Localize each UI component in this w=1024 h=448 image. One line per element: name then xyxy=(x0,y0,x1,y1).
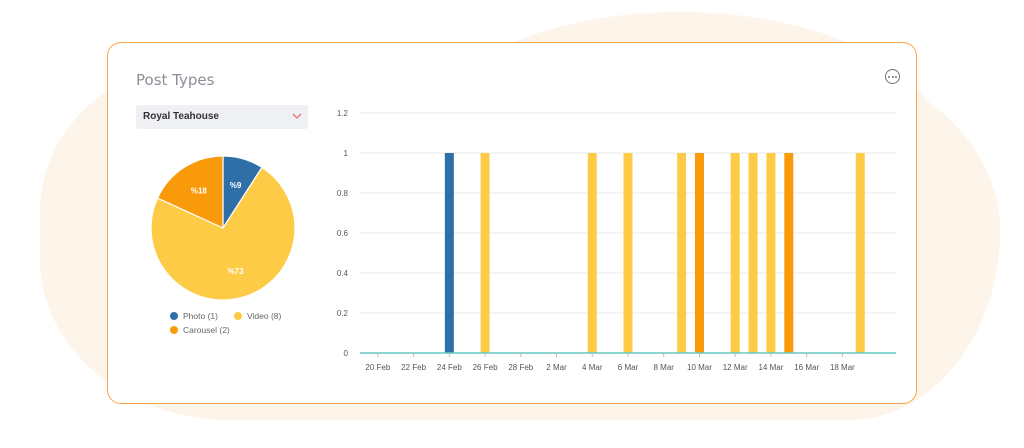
bar-chart: 0 0.2 0.4 0.6 0.8 1 1.2 20 Feb 22 Feb 24 Feb 26 Fe… xyxy=(328,101,898,386)
x-tick-label: 12 Mar xyxy=(723,363,748,372)
y-tick-label: 0.6 xyxy=(337,229,349,238)
x-tick-label: 20 Feb xyxy=(365,363,390,372)
legend-item-photo[interactable]: Photo (1) xyxy=(170,311,218,321)
y-tick-label: 0.4 xyxy=(337,269,349,278)
bar-video[interactable] xyxy=(480,153,490,353)
card-title: Post Types xyxy=(136,71,215,89)
x-tick-label: 16 Mar xyxy=(794,363,819,372)
more-horizontal-icon xyxy=(888,75,890,78)
x-tick-label: 10 Mar xyxy=(687,363,712,372)
bar-video[interactable] xyxy=(730,153,740,353)
legend-label-video: Video (8) xyxy=(247,311,282,321)
y-tick-label: 0.2 xyxy=(337,309,349,318)
pie-label-video: %73 xyxy=(228,267,245,276)
bar-carousel[interactable] xyxy=(784,153,794,353)
bar-video[interactable] xyxy=(587,153,597,353)
pie-chart: %9 %73 %18 xyxy=(148,153,298,308)
bar-carousel[interactable] xyxy=(694,153,704,353)
x-tick-label: 6 Mar xyxy=(618,363,639,372)
y-tick-label: 0.8 xyxy=(337,189,349,198)
pie-label-photo: %9 xyxy=(230,181,242,190)
x-tick-label: 18 Mar xyxy=(830,363,855,372)
legend-dot-carousel xyxy=(170,326,178,334)
legend-dot-video xyxy=(234,312,242,320)
legend-item-video[interactable]: Video (8) xyxy=(234,311,281,321)
bar-video[interactable] xyxy=(623,153,633,353)
x-tick-label: 2 Mar xyxy=(546,363,567,372)
more-options-button[interactable] xyxy=(885,69,900,84)
legend-dot-photo xyxy=(170,312,178,320)
legend-label-carousel: Carousel (2) xyxy=(183,325,230,335)
dropdown-selected: Royal Teahouse xyxy=(143,111,219,122)
pie-slice-carousel[interactable] xyxy=(156,155,224,229)
legend-item-carousel[interactable]: Carousel (2) xyxy=(170,325,230,335)
chevron-down-icon xyxy=(292,113,302,119)
bar-video[interactable] xyxy=(855,153,865,353)
x-tick-label: 28 Feb xyxy=(508,363,533,372)
x-tick-label: 14 Mar xyxy=(758,363,783,372)
pie-label-carousel: %18 xyxy=(191,186,208,195)
pie-slice-video[interactable] xyxy=(150,166,296,301)
account-dropdown[interactable]: Royal Teahouse xyxy=(136,105,308,129)
post-types-card: Post Types Royal Teahouse %9 %73 %18 Photo… xyxy=(107,42,917,404)
x-tick-label: 4 Mar xyxy=(582,363,603,372)
bar-video[interactable] xyxy=(677,153,687,353)
x-tick-label: 8 Mar xyxy=(654,363,675,372)
bar-video[interactable] xyxy=(748,153,758,353)
x-tick-label: 26 Feb xyxy=(473,363,498,372)
legend-label-photo: Photo (1) xyxy=(183,311,218,321)
x-tick-label: 24 Feb xyxy=(437,363,462,372)
x-tick-label: 22 Feb xyxy=(401,363,426,372)
bar-photo[interactable] xyxy=(444,153,454,353)
y-tick-label: 1 xyxy=(344,149,349,158)
y-tick-label: 0 xyxy=(344,349,349,358)
bar-video[interactable] xyxy=(766,153,776,353)
y-tick-label: 1.2 xyxy=(337,109,349,118)
